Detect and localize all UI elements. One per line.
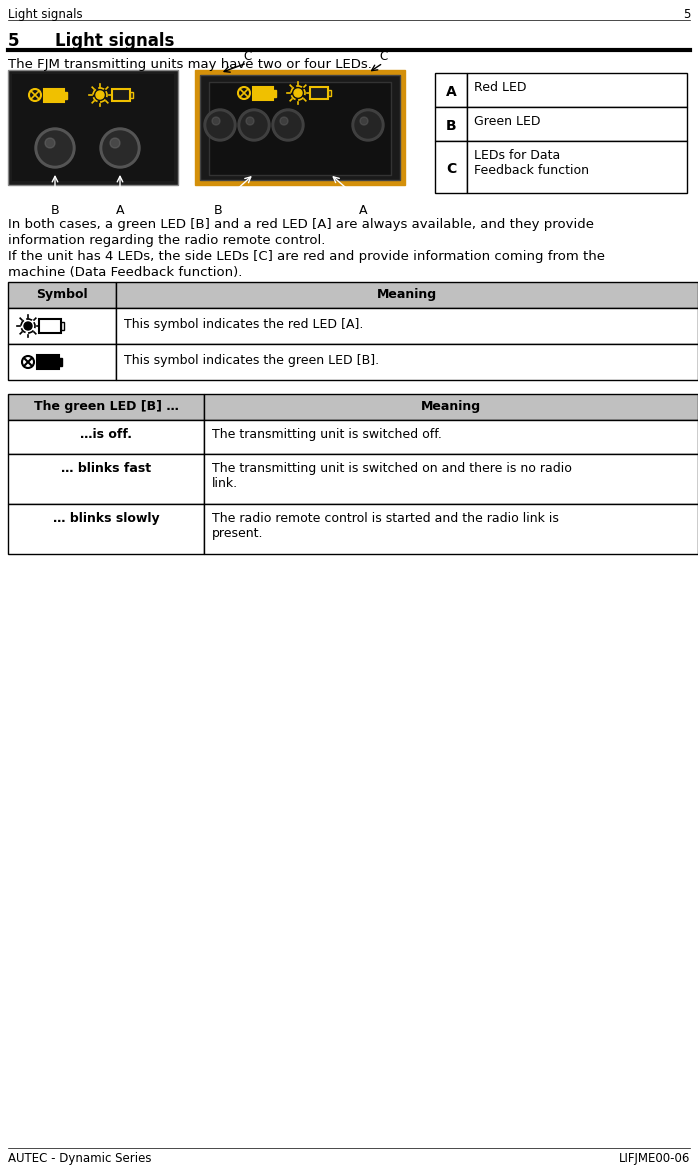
Circle shape [246, 117, 254, 125]
Bar [435, 141, 467, 193]
Bar [467, 107, 687, 141]
Circle shape [272, 109, 304, 141]
Circle shape [38, 131, 72, 165]
Text: In both cases, a green LED [B] and a red LED [A] are always available, and they : In both cases, a green LED [B] and a red… [8, 218, 594, 231]
Circle shape [238, 109, 270, 141]
Bar [8, 344, 116, 380]
Bar [435, 74, 467, 107]
Circle shape [360, 117, 368, 125]
Text: The green LED [B] …: The green LED [B] … [34, 400, 179, 413]
Text: This symbol indicates the red LED [A].: This symbol indicates the red LED [A]. [124, 317, 364, 331]
Text: …is off.: …is off. [80, 428, 132, 441]
Circle shape [207, 112, 233, 138]
Text: B: B [446, 119, 456, 133]
Circle shape [110, 138, 120, 148]
Text: Light signals: Light signals [8, 8, 82, 21]
Text: C: C [446, 162, 456, 176]
Bar [8, 420, 204, 454]
Circle shape [100, 128, 140, 168]
Text: Green LED: Green LED [474, 116, 540, 128]
Text: The transmitting unit is switched off.: The transmitting unit is switched off. [212, 428, 442, 441]
Text: C: C [379, 50, 387, 63]
Bar [200, 75, 400, 180]
Text: A: A [116, 204, 124, 217]
Bar [209, 82, 391, 175]
Bar [204, 454, 698, 504]
Bar [116, 344, 698, 380]
Text: B: B [214, 204, 222, 217]
Circle shape [355, 112, 381, 138]
Bar [12, 74, 174, 181]
Bar [59, 358, 62, 366]
Circle shape [24, 322, 32, 330]
Bar [195, 70, 405, 186]
Bar [37, 355, 59, 369]
Text: A: A [359, 204, 367, 217]
Bar [8, 282, 116, 308]
Circle shape [204, 109, 236, 141]
Text: C: C [243, 50, 251, 63]
Text: 5: 5 [683, 8, 690, 21]
Bar [435, 107, 467, 141]
Bar [204, 504, 698, 554]
Text: The transmitting unit is switched on and there is no radio
link.: The transmitting unit is switched on and… [212, 462, 572, 490]
Text: If the unit has 4 LEDs, the side LEDs [C] are red and provide information coming: If the unit has 4 LEDs, the side LEDs [C… [8, 250, 605, 263]
Text: B: B [51, 204, 59, 217]
Bar [8, 308, 116, 344]
Text: … blinks fast: … blinks fast [61, 462, 151, 475]
Circle shape [294, 89, 302, 97]
Text: A: A [445, 85, 456, 99]
Circle shape [35, 128, 75, 168]
Text: This symbol indicates the green LED [B].: This symbol indicates the green LED [B]. [124, 354, 379, 366]
Bar [130, 92, 133, 98]
Text: Symbol: Symbol [36, 288, 88, 301]
Text: AUTEC - Dynamic Series: AUTEC - Dynamic Series [8, 1152, 151, 1165]
Text: Meaning: Meaning [377, 288, 437, 301]
Text: The FJM transmitting units may have two or four LEDs.: The FJM transmitting units may have two … [8, 58, 372, 71]
Bar [8, 394, 204, 420]
Bar [310, 88, 328, 99]
Text: LEDs for Data
Feedback function: LEDs for Data Feedback function [474, 149, 589, 177]
Bar [44, 89, 64, 102]
Text: 5: 5 [8, 32, 20, 50]
Bar [64, 92, 67, 99]
Bar [253, 88, 273, 100]
Text: Light signals: Light signals [55, 32, 174, 50]
Bar [204, 420, 698, 454]
Text: information regarding the radio remote control.: information regarding the radio remote c… [8, 235, 325, 247]
Circle shape [241, 112, 267, 138]
Bar [273, 90, 276, 97]
Bar [116, 308, 698, 344]
Text: Red LED: Red LED [474, 81, 526, 95]
Text: machine (Data Feedback function).: machine (Data Feedback function). [8, 266, 242, 279]
Bar [39, 319, 61, 333]
Circle shape [103, 131, 137, 165]
Text: The radio remote control is started and the radio link is
present.: The radio remote control is started and … [212, 512, 559, 540]
Bar [8, 504, 204, 554]
Bar [61, 322, 64, 330]
Bar [8, 454, 204, 504]
Bar [467, 74, 687, 107]
Bar [116, 282, 698, 308]
Bar [467, 141, 687, 193]
Text: LIFJME00-06: LIFJME00-06 [618, 1152, 690, 1165]
Circle shape [45, 138, 55, 148]
Bar [8, 70, 178, 186]
Circle shape [352, 109, 384, 141]
Text: Meaning: Meaning [421, 400, 481, 413]
Bar [328, 90, 331, 96]
Text: … blinks slowly: … blinks slowly [52, 512, 159, 525]
Circle shape [280, 117, 288, 125]
Circle shape [96, 91, 104, 99]
Bar [204, 394, 698, 420]
Circle shape [212, 117, 220, 125]
Circle shape [275, 112, 301, 138]
Bar [112, 89, 130, 102]
